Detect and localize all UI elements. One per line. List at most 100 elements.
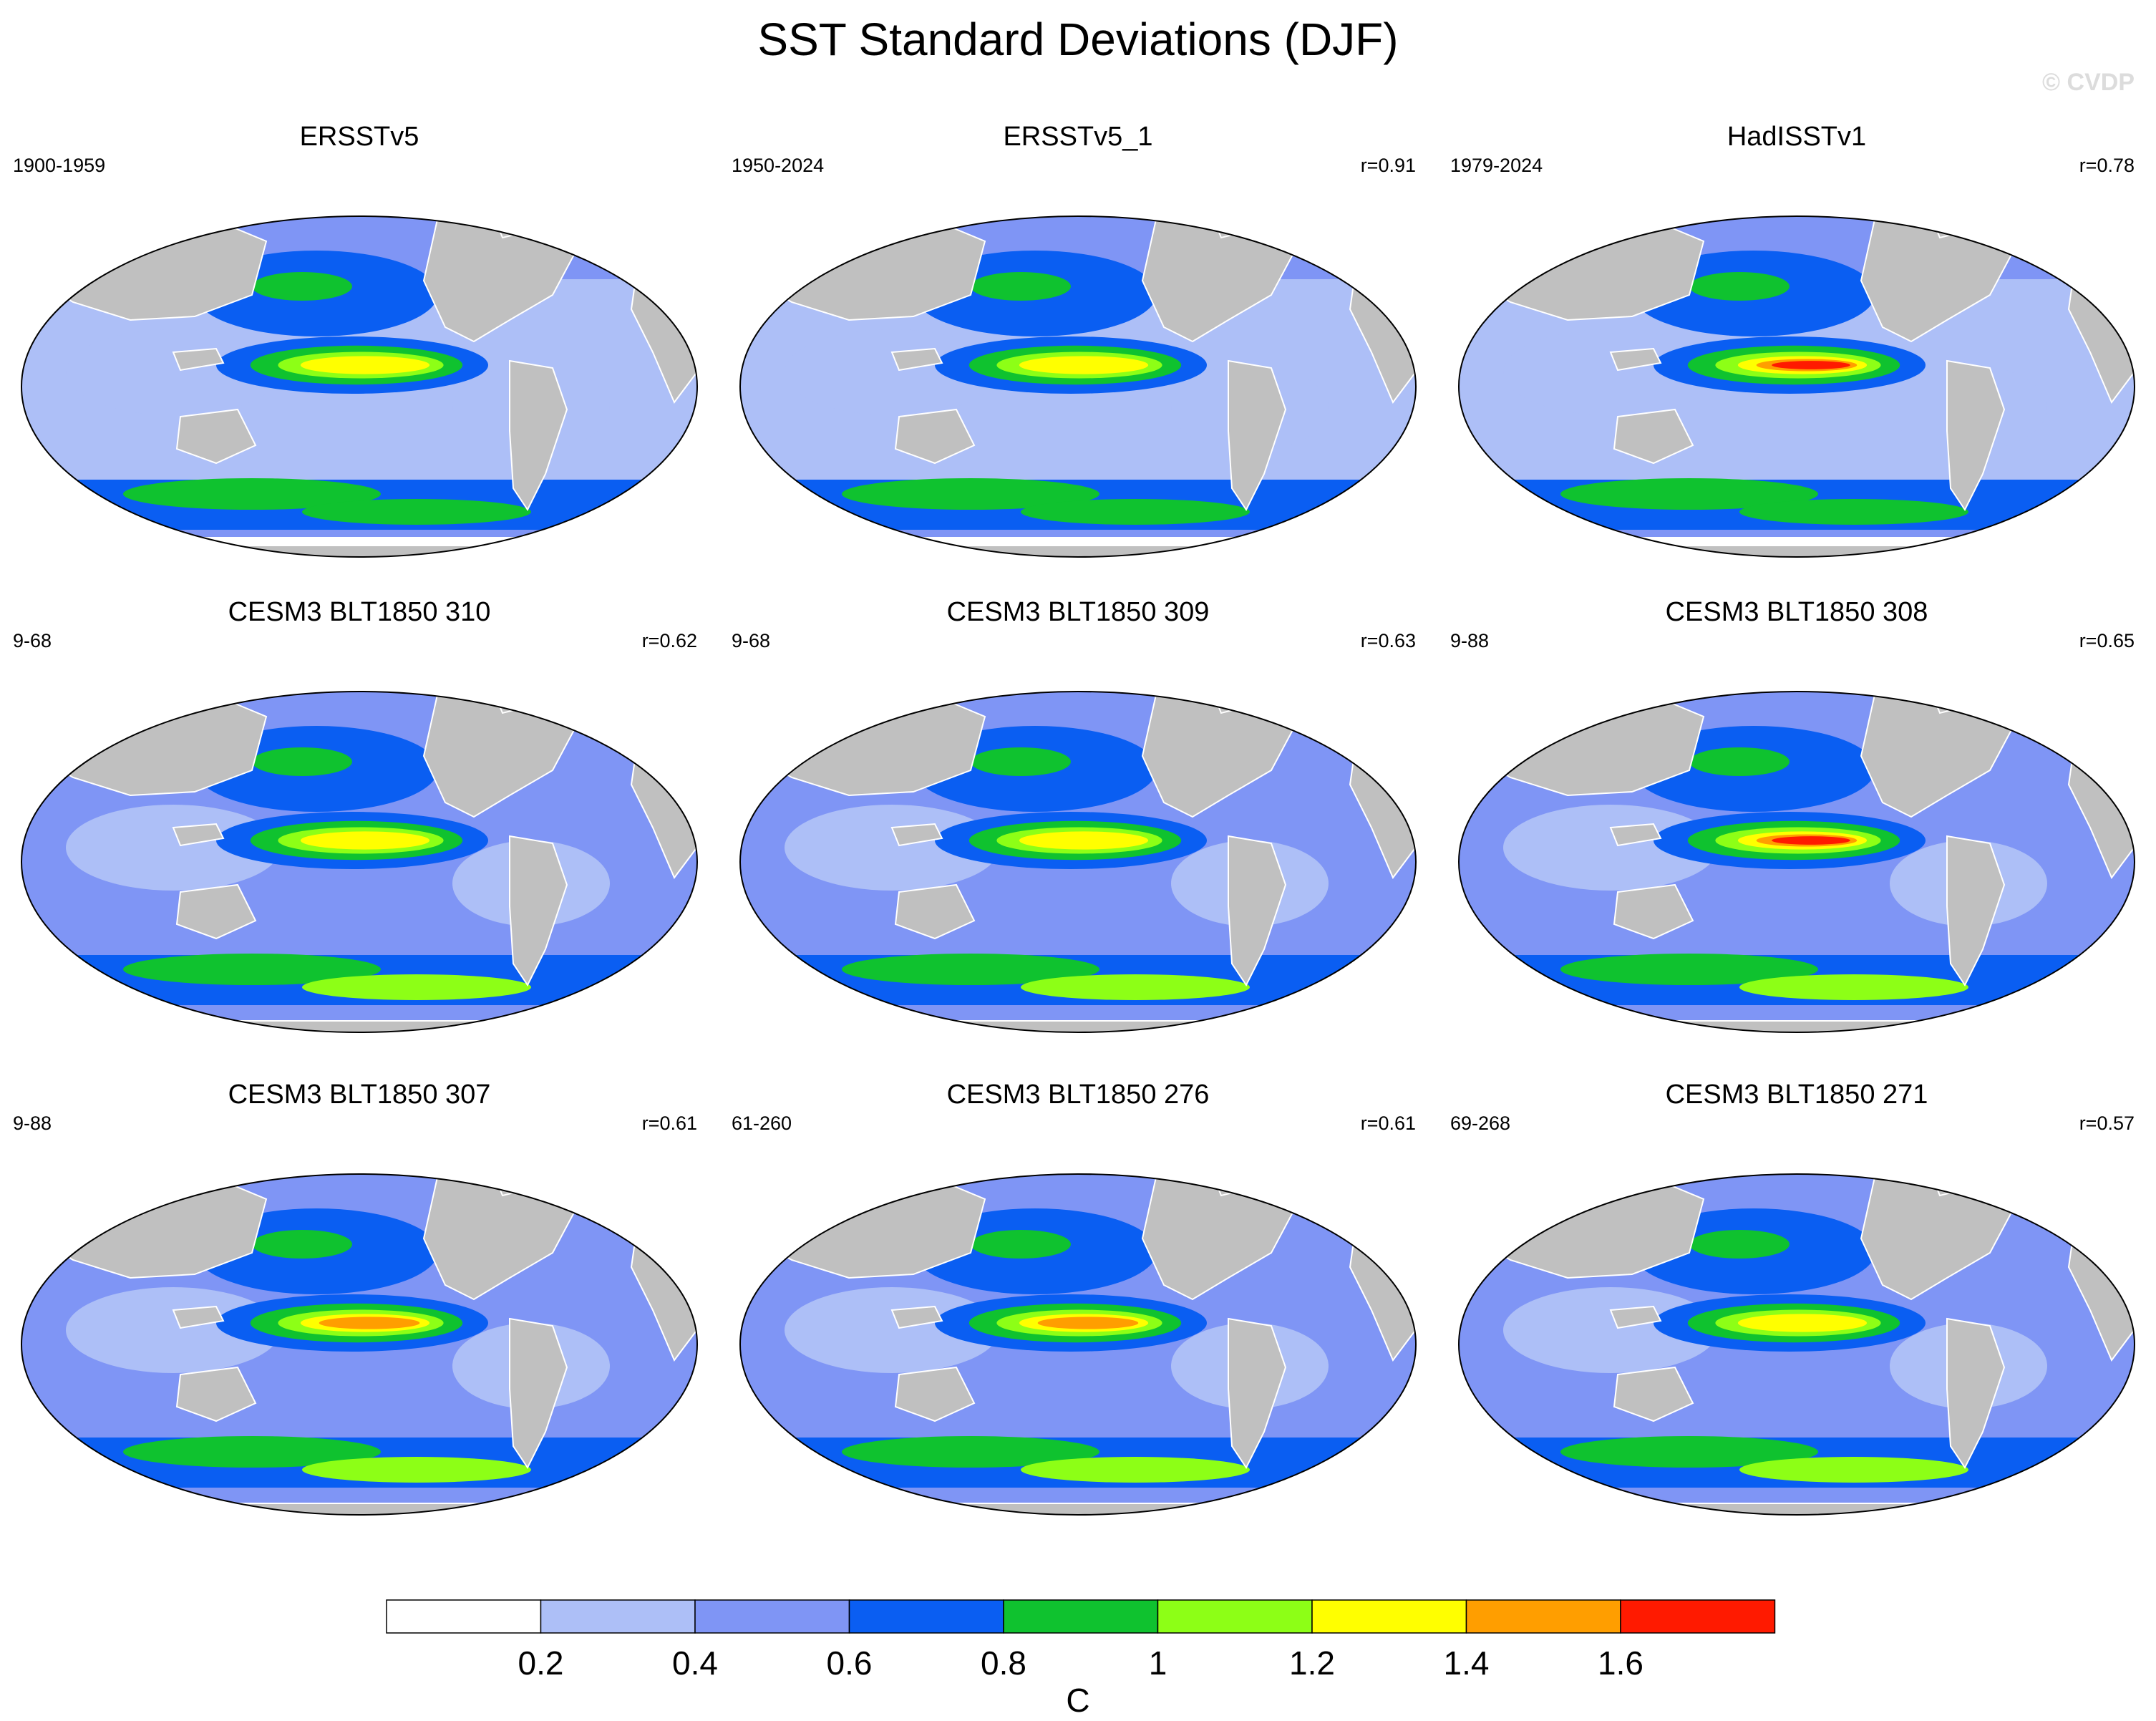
north-pacific-core <box>971 747 1071 776</box>
land-mass <box>509 835 568 986</box>
land-mass <box>894 408 976 465</box>
map-panel: CESM3 BLT1850 307 9-88 r=0.61 <box>0 1080 719 1581</box>
colorbar-swatch <box>1311 1599 1467 1634</box>
panel-title: HadISSTv1 <box>1727 122 1867 152</box>
land-mass <box>175 1366 257 1422</box>
sst-map <box>1458 1173 2135 1516</box>
panel-period: 9-88 <box>1450 630 1490 651</box>
map-panel: ERSSTv5_1 1950-2024 r=0.91 <box>719 122 1437 623</box>
panel-period: 1950-2024 <box>732 155 825 176</box>
colorbar-swatch <box>848 1599 1004 1634</box>
land-mass <box>740 1020 1416 1032</box>
panel-period: 9-68 <box>732 630 771 651</box>
southern-ocean-core <box>842 478 1099 510</box>
panel-period: 1900-1959 <box>13 155 106 176</box>
map-outline <box>21 215 698 558</box>
panel-period: 9-68 <box>13 630 52 651</box>
southern-ocean-peak <box>1021 1457 1250 1483</box>
land-mass <box>21 1020 697 1032</box>
colorbar-tick-label: 1 <box>1149 1644 1167 1682</box>
map-outline <box>1458 691 2135 1033</box>
indian-ocean-low <box>66 805 281 891</box>
panel-period: 61-260 <box>732 1112 792 1134</box>
enso-contour <box>300 356 430 374</box>
land-mass <box>1613 408 1694 465</box>
north-pacific-core <box>252 272 352 301</box>
enso-contour <box>1772 836 1850 845</box>
antarctic-margin <box>1459 1012 2135 1032</box>
southern-ocean-core <box>1560 1436 1818 1468</box>
land-mass <box>175 408 257 465</box>
land-mass <box>890 823 943 847</box>
indian-ocean-low <box>1503 329 1718 415</box>
indian-ocean-low <box>785 1287 999 1373</box>
land-mass <box>21 1503 697 1515</box>
land-mass <box>1609 1305 1662 1329</box>
southern-ocean-core <box>123 954 381 985</box>
land-mass <box>175 883 257 940</box>
map-panel: CESM3 BLT1850 308 9-88 r=0.65 <box>1437 597 2156 1098</box>
panel-title: CESM3 BLT1850 308 <box>1665 597 1928 627</box>
north-pacific-core <box>252 747 352 776</box>
panel-correlation: r=0.65 <box>2079 630 2135 651</box>
map-outline <box>1458 1173 2135 1516</box>
panel-title: CESM3 BLT1850 310 <box>228 597 491 627</box>
north-pacific-core <box>252 1230 352 1259</box>
colorbar-swatch <box>694 1599 850 1634</box>
land-mass <box>1228 359 1287 511</box>
land-mass <box>1459 1020 2135 1032</box>
map-outline <box>21 1173 698 1516</box>
map-outline <box>1458 215 2135 558</box>
antarctic-margin <box>1459 537 2135 557</box>
north-pacific-core <box>1689 1230 1790 1259</box>
north-pacific-core <box>1689 747 1790 776</box>
colorbar-tick-label: 0.6 <box>827 1644 873 1682</box>
land-mass <box>1613 1366 1694 1422</box>
map-panel: HadISSTv1 1979-2024 r=0.78 <box>1437 122 2156 623</box>
land-mass <box>1228 835 1287 986</box>
map-outline <box>21 691 698 1033</box>
sst-map <box>21 1173 698 1516</box>
map-panel: CESM3 BLT1850 276 61-260 r=0.61 <box>719 1080 1437 1581</box>
panel-title: CESM3 BLT1850 276 <box>946 1080 1210 1110</box>
panel-correlation: r=0.91 <box>1360 155 1416 176</box>
map-outline <box>739 691 1417 1033</box>
southern-ocean-peak <box>1021 499 1250 525</box>
colorbar-tick-label: 1.4 <box>1444 1644 1490 1682</box>
land-mass <box>740 545 1416 557</box>
map-panel: CESM3 BLT1850 310 9-68 r=0.62 <box>0 597 719 1098</box>
land-mass <box>509 359 568 511</box>
land-mass <box>172 1305 225 1329</box>
land-mass <box>894 1366 976 1422</box>
indian-ocean-low <box>66 329 281 415</box>
southern-ocean-core <box>842 954 1099 985</box>
panel-period: 69-268 <box>1450 1112 1511 1134</box>
indian-ocean-low <box>785 805 999 891</box>
north-pacific-core <box>1689 272 1790 301</box>
colorbar-tick-label: 0.4 <box>672 1644 718 1682</box>
panel-correlation: r=0.63 <box>1360 630 1416 651</box>
land-mass <box>1459 1503 2135 1515</box>
sst-map <box>739 215 1417 558</box>
land-mass <box>1228 1317 1287 1469</box>
colorbar-tick-label: 1.6 <box>1598 1644 1643 1682</box>
enso-contour <box>1772 361 1850 369</box>
colorbar-tick-label: 0.2 <box>518 1644 564 1682</box>
land-mass <box>1946 359 2006 511</box>
enso-contour <box>319 1317 420 1329</box>
north-pacific-core <box>971 272 1071 301</box>
enso-contour <box>1037 1317 1139 1329</box>
land-mass <box>894 883 976 940</box>
panel-period: 9-88 <box>13 1112 52 1134</box>
sst-map <box>1458 691 2135 1033</box>
southern-ocean-core <box>1560 954 1818 985</box>
map-panel: CESM3 BLT1850 271 69-268 r=0.57 <box>1437 1080 2156 1581</box>
land-mass <box>890 347 943 372</box>
panel-title: CESM3 BLT1850 309 <box>946 597 1210 627</box>
land-mass <box>1946 835 2006 986</box>
southern-ocean-peak <box>302 499 531 525</box>
north-pacific-core <box>971 1230 1071 1259</box>
colorbar-swatch <box>1620 1599 1776 1634</box>
sst-map <box>739 1173 1417 1516</box>
panel-correlation: r=0.61 <box>1360 1112 1416 1134</box>
